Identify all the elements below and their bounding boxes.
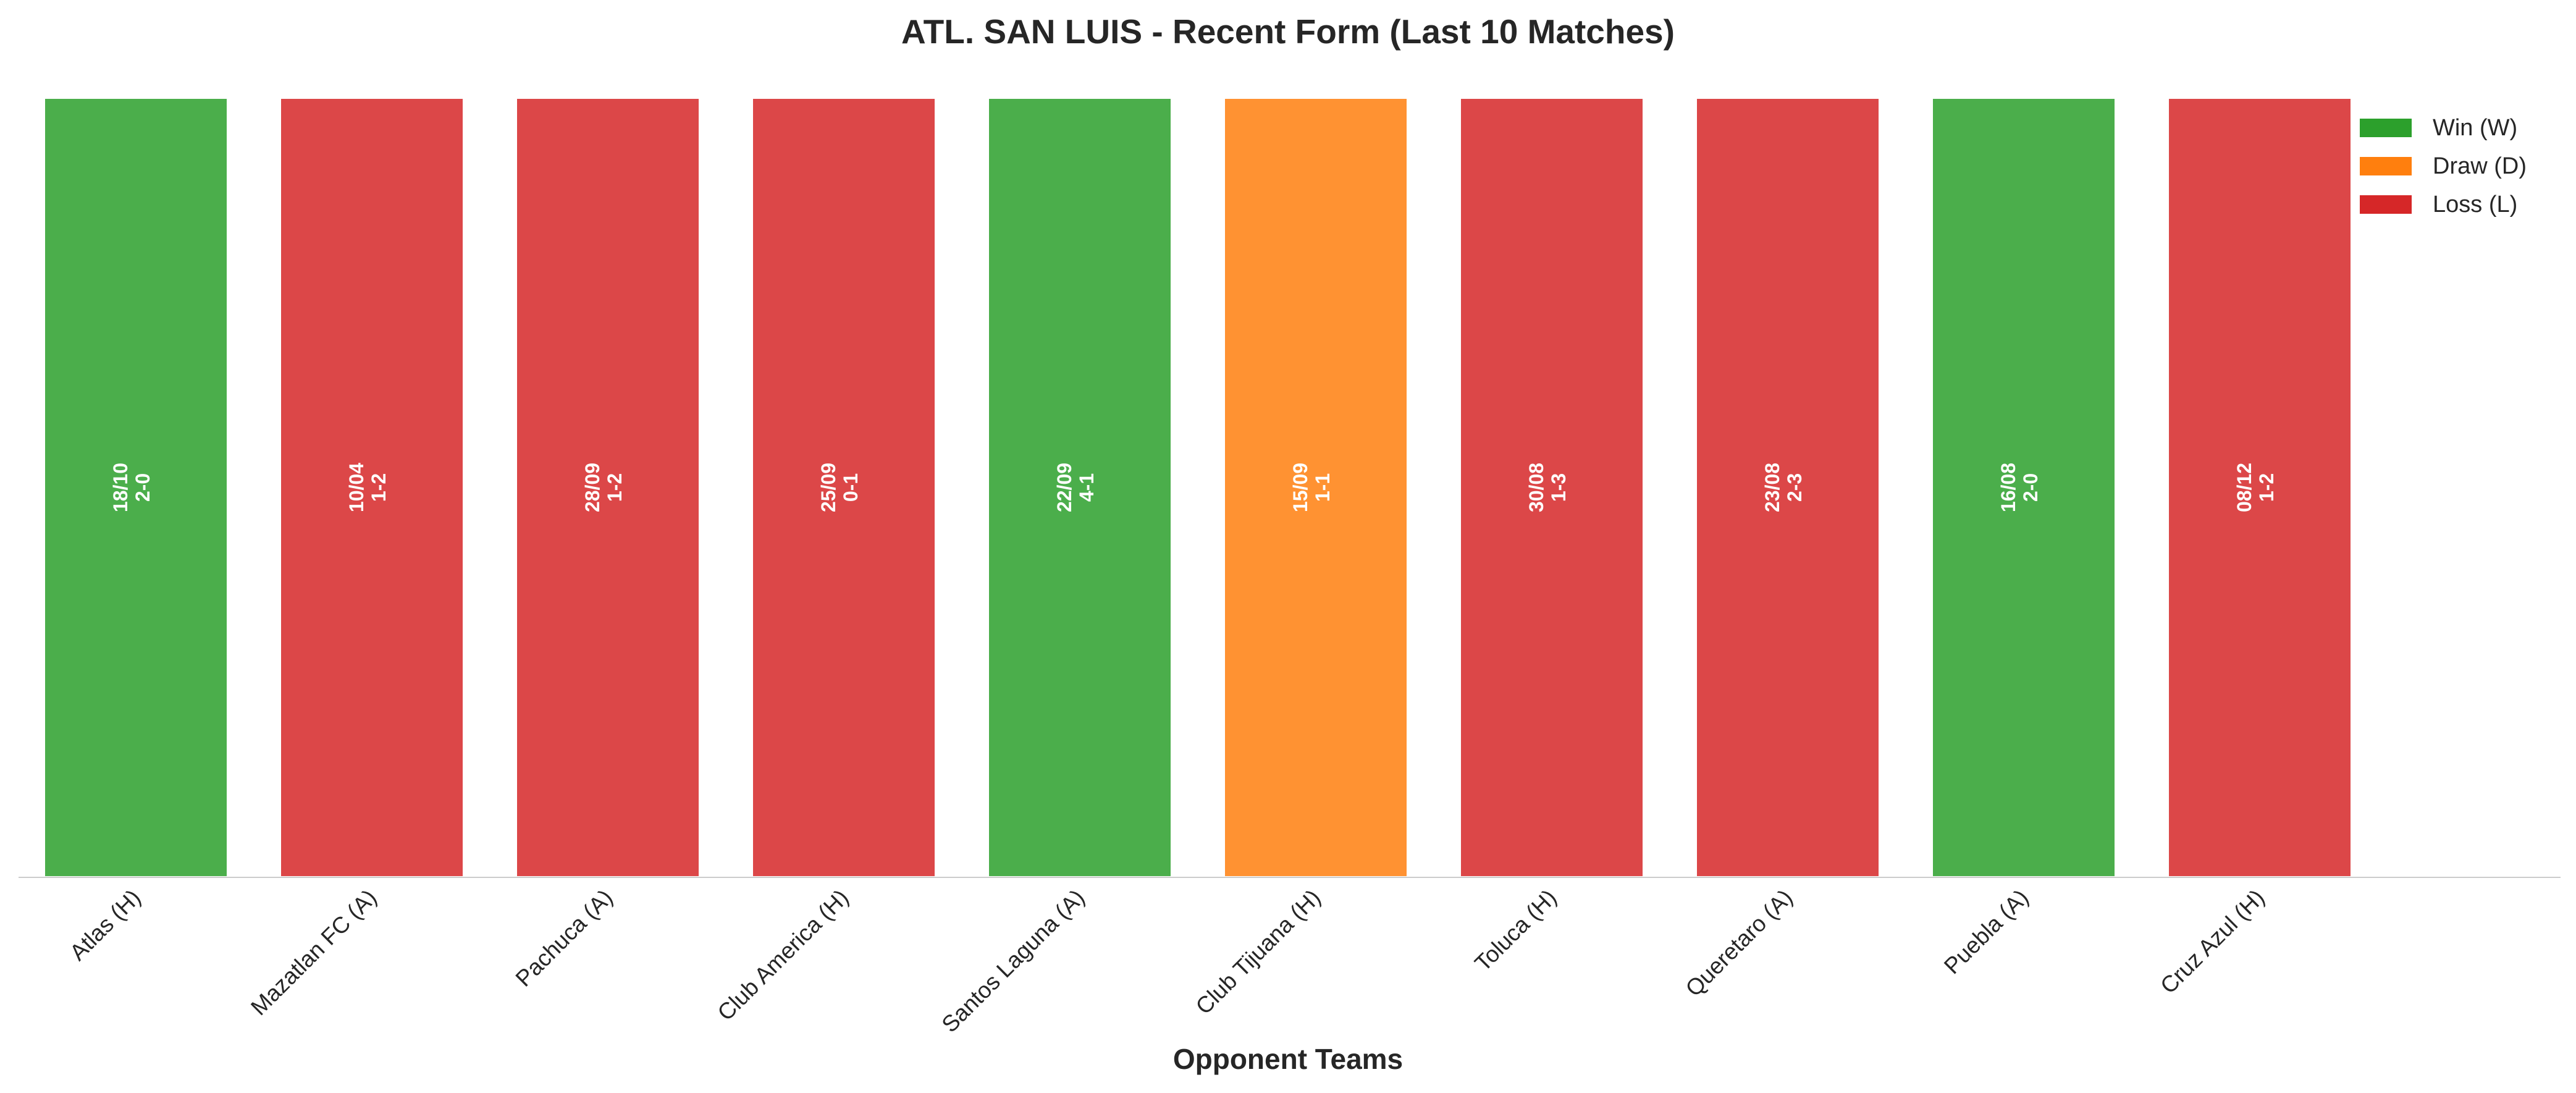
bar-3 [751,96,937,879]
legend-swatch-l [2360,195,2412,214]
bar-date-label-5: 15/09 [1289,463,1311,512]
chart-title: ATL. SAN LUIS - Recent Form (Last 10 Mat… [901,12,1675,51]
x-tick-label-3: Club America (H) [712,885,853,1026]
x-tick-label-5: Club Tijuana (H) [1191,885,1326,1019]
bar-1 [279,96,465,879]
bar-9 [2166,96,2353,879]
x-tick-label-4: Santos Laguna (A) [937,885,1089,1037]
bar-date-label-0: 18/10 [109,463,132,512]
x-tick-label-6: Toluca (H) [1470,885,1561,976]
x-tick-labels: Atlas (H) Mazatlan FC (A) Pachuca (A) Club … [65,885,2270,1037]
bar-2 [515,96,701,879]
bar-score-label-9: 1-2 [2255,473,2278,502]
bar-date-label-3: 25/09 [817,463,840,512]
x-tick-label-2: Pachuca (A) [511,885,618,992]
bar-0 [43,96,229,879]
legend-label-w: Win (W) [2433,115,2517,141]
bar-score-label-3: 0-1 [840,473,862,502]
bar-score-label-0: 2-0 [132,473,154,502]
bar-date-label-6: 30/08 [1525,463,1547,512]
bar-score-label-5: 1-1 [1311,473,1334,502]
bar-date-label-8: 16/08 [1997,463,2019,512]
bar-score-label-6: 1-3 [1547,473,1570,502]
bars-group: 18/10 2-0 10/04 1-2 28/09 1-2 25/09 0-1 22/09 4-1… [43,96,2353,879]
bar-date-label-9: 08/12 [2233,463,2255,512]
x-axis-label: Opponent Teams [1173,1043,1403,1075]
legend-label-d: Draw (D) [2433,153,2527,179]
bar-date-label-2: 28/09 [581,463,604,512]
bar-score-label-4: 4-1 [1075,473,1098,502]
bar-score-label-1: 1-2 [368,473,390,502]
x-tick-label-7: Queretaro (A) [1681,885,1798,1002]
bar-date-label-1: 10/04 [345,463,368,512]
x-tick-label-8: Puebla (A) [1939,885,2034,979]
bar-date-label-4: 22/09 [1053,463,1075,512]
legend-swatch-d [2360,157,2412,175]
x-tick-label-0: Atlas (H) [65,885,146,966]
bar-4 [987,96,1173,879]
x-tick-label-9: Cruz Azul (H) [2155,885,2270,999]
bar-7 [1694,96,1881,879]
bar-score-label-2: 1-2 [604,473,626,502]
legend: Win (W) Draw (D) Loss (L) [2360,115,2527,217]
legend-swatch-w [2360,119,2412,137]
bar-score-label-8: 2-0 [2019,473,2042,502]
bar-5 [1223,96,1409,879]
legend-label-l: Loss (L) [2433,192,2517,217]
x-tick-label-1: Mazatlan FC (A) [246,885,381,1020]
bar-score-label-7: 2-3 [1783,473,1806,502]
bar-date-label-7: 23/08 [1761,463,1783,512]
